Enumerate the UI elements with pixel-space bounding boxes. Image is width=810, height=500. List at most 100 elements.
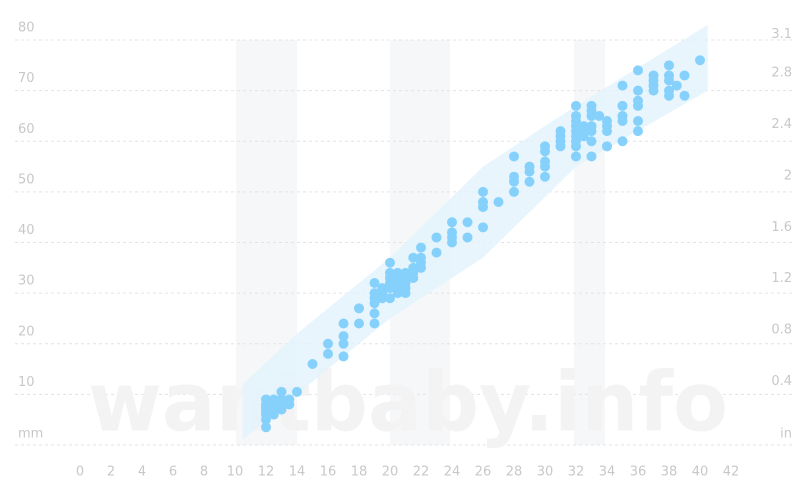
point [617, 100, 628, 111]
point [369, 288, 380, 299]
point [664, 60, 674, 71]
point [679, 90, 690, 101]
point [555, 126, 566, 137]
point [679, 70, 690, 81]
point [648, 70, 659, 81]
y-tick-label: 70 [18, 71, 35, 86]
point [338, 351, 349, 362]
x-tick-label: 24 [444, 465, 461, 480]
point [462, 232, 473, 243]
point [447, 217, 457, 228]
y2-tick-label: 0.8 [771, 323, 792, 338]
point [323, 348, 333, 359]
x-tick-label: 30 [537, 465, 554, 480]
point [385, 293, 395, 304]
y2-tick-label: 2.4 [771, 117, 792, 132]
y2-tick-label: 2.8 [771, 66, 792, 81]
point [509, 151, 519, 162]
point [431, 247, 442, 258]
point [586, 121, 597, 132]
point [392, 267, 403, 278]
y2-tick-label: 3.1 [771, 27, 792, 42]
y-tick-label: 50 [18, 172, 35, 187]
point [268, 394, 279, 405]
point [369, 308, 380, 319]
point [540, 171, 550, 182]
point [276, 394, 287, 405]
point [261, 422, 271, 433]
y2-axis-unit: in [780, 427, 792, 442]
point [664, 70, 674, 81]
x-tick-label: 0 [76, 465, 84, 480]
point [276, 386, 287, 397]
point [524, 176, 535, 187]
x-tick-label: 40 [692, 465, 709, 480]
point [385, 257, 395, 268]
point [493, 197, 504, 207]
point [571, 100, 581, 111]
y2-tick-label: 2 [784, 168, 792, 183]
point [385, 267, 395, 278]
point [540, 156, 550, 167]
y-tick-label: 30 [18, 274, 35, 289]
x-tick-label: 26 [475, 465, 492, 480]
y-tick-label: 10 [18, 375, 35, 390]
point [408, 252, 419, 263]
point [338, 331, 349, 342]
x-tick-label: 10 [227, 465, 244, 480]
point [594, 110, 605, 121]
x-tick-label: 42 [723, 465, 740, 480]
point [586, 151, 597, 162]
point [695, 55, 705, 66]
y-tick-label: 40 [18, 223, 35, 238]
point [307, 359, 318, 369]
x-tick-label: 18 [351, 465, 368, 480]
point [617, 136, 628, 147]
point [540, 141, 550, 152]
point [416, 242, 426, 253]
point [369, 278, 380, 288]
point [478, 186, 488, 197]
point [633, 95, 643, 106]
point [478, 197, 488, 207]
x-tick-label: 14 [289, 465, 306, 480]
point [447, 227, 457, 238]
point [671, 80, 682, 91]
point [416, 252, 426, 263]
point [602, 116, 612, 126]
point [571, 151, 581, 162]
x-tick-label: 12 [258, 465, 275, 480]
point [571, 110, 581, 121]
point [292, 386, 302, 397]
point [509, 171, 519, 182]
x-tick-label: 2 [107, 465, 115, 480]
watermark: wantbaby.info [88, 355, 728, 450]
point [602, 141, 612, 152]
point [617, 110, 628, 121]
point [284, 394, 295, 405]
point [400, 267, 411, 278]
point [408, 262, 419, 273]
point [369, 318, 380, 329]
point [338, 318, 349, 329]
x-tick-label: 28 [506, 465, 523, 480]
point [478, 222, 488, 233]
point [633, 116, 643, 126]
x-tick-label: 16 [320, 465, 337, 480]
y-tick-label: 80 [18, 21, 35, 36]
x-tick-label: 36 [630, 465, 647, 480]
y-tick-label: 60 [18, 122, 35, 137]
point [509, 186, 519, 197]
point [524, 161, 535, 172]
y2-tick-label: 1.2 [771, 271, 792, 286]
x-tick-label: 8 [200, 465, 208, 480]
x-tick-label: 34 [599, 465, 616, 480]
point [323, 338, 333, 349]
x-tick-label: 20 [382, 465, 399, 480]
y2-tick-label: 1.6 [771, 220, 792, 235]
y-axis-unit: mm [18, 427, 43, 442]
x-tick-label: 22 [413, 465, 430, 480]
point [431, 232, 442, 243]
point [578, 121, 589, 132]
